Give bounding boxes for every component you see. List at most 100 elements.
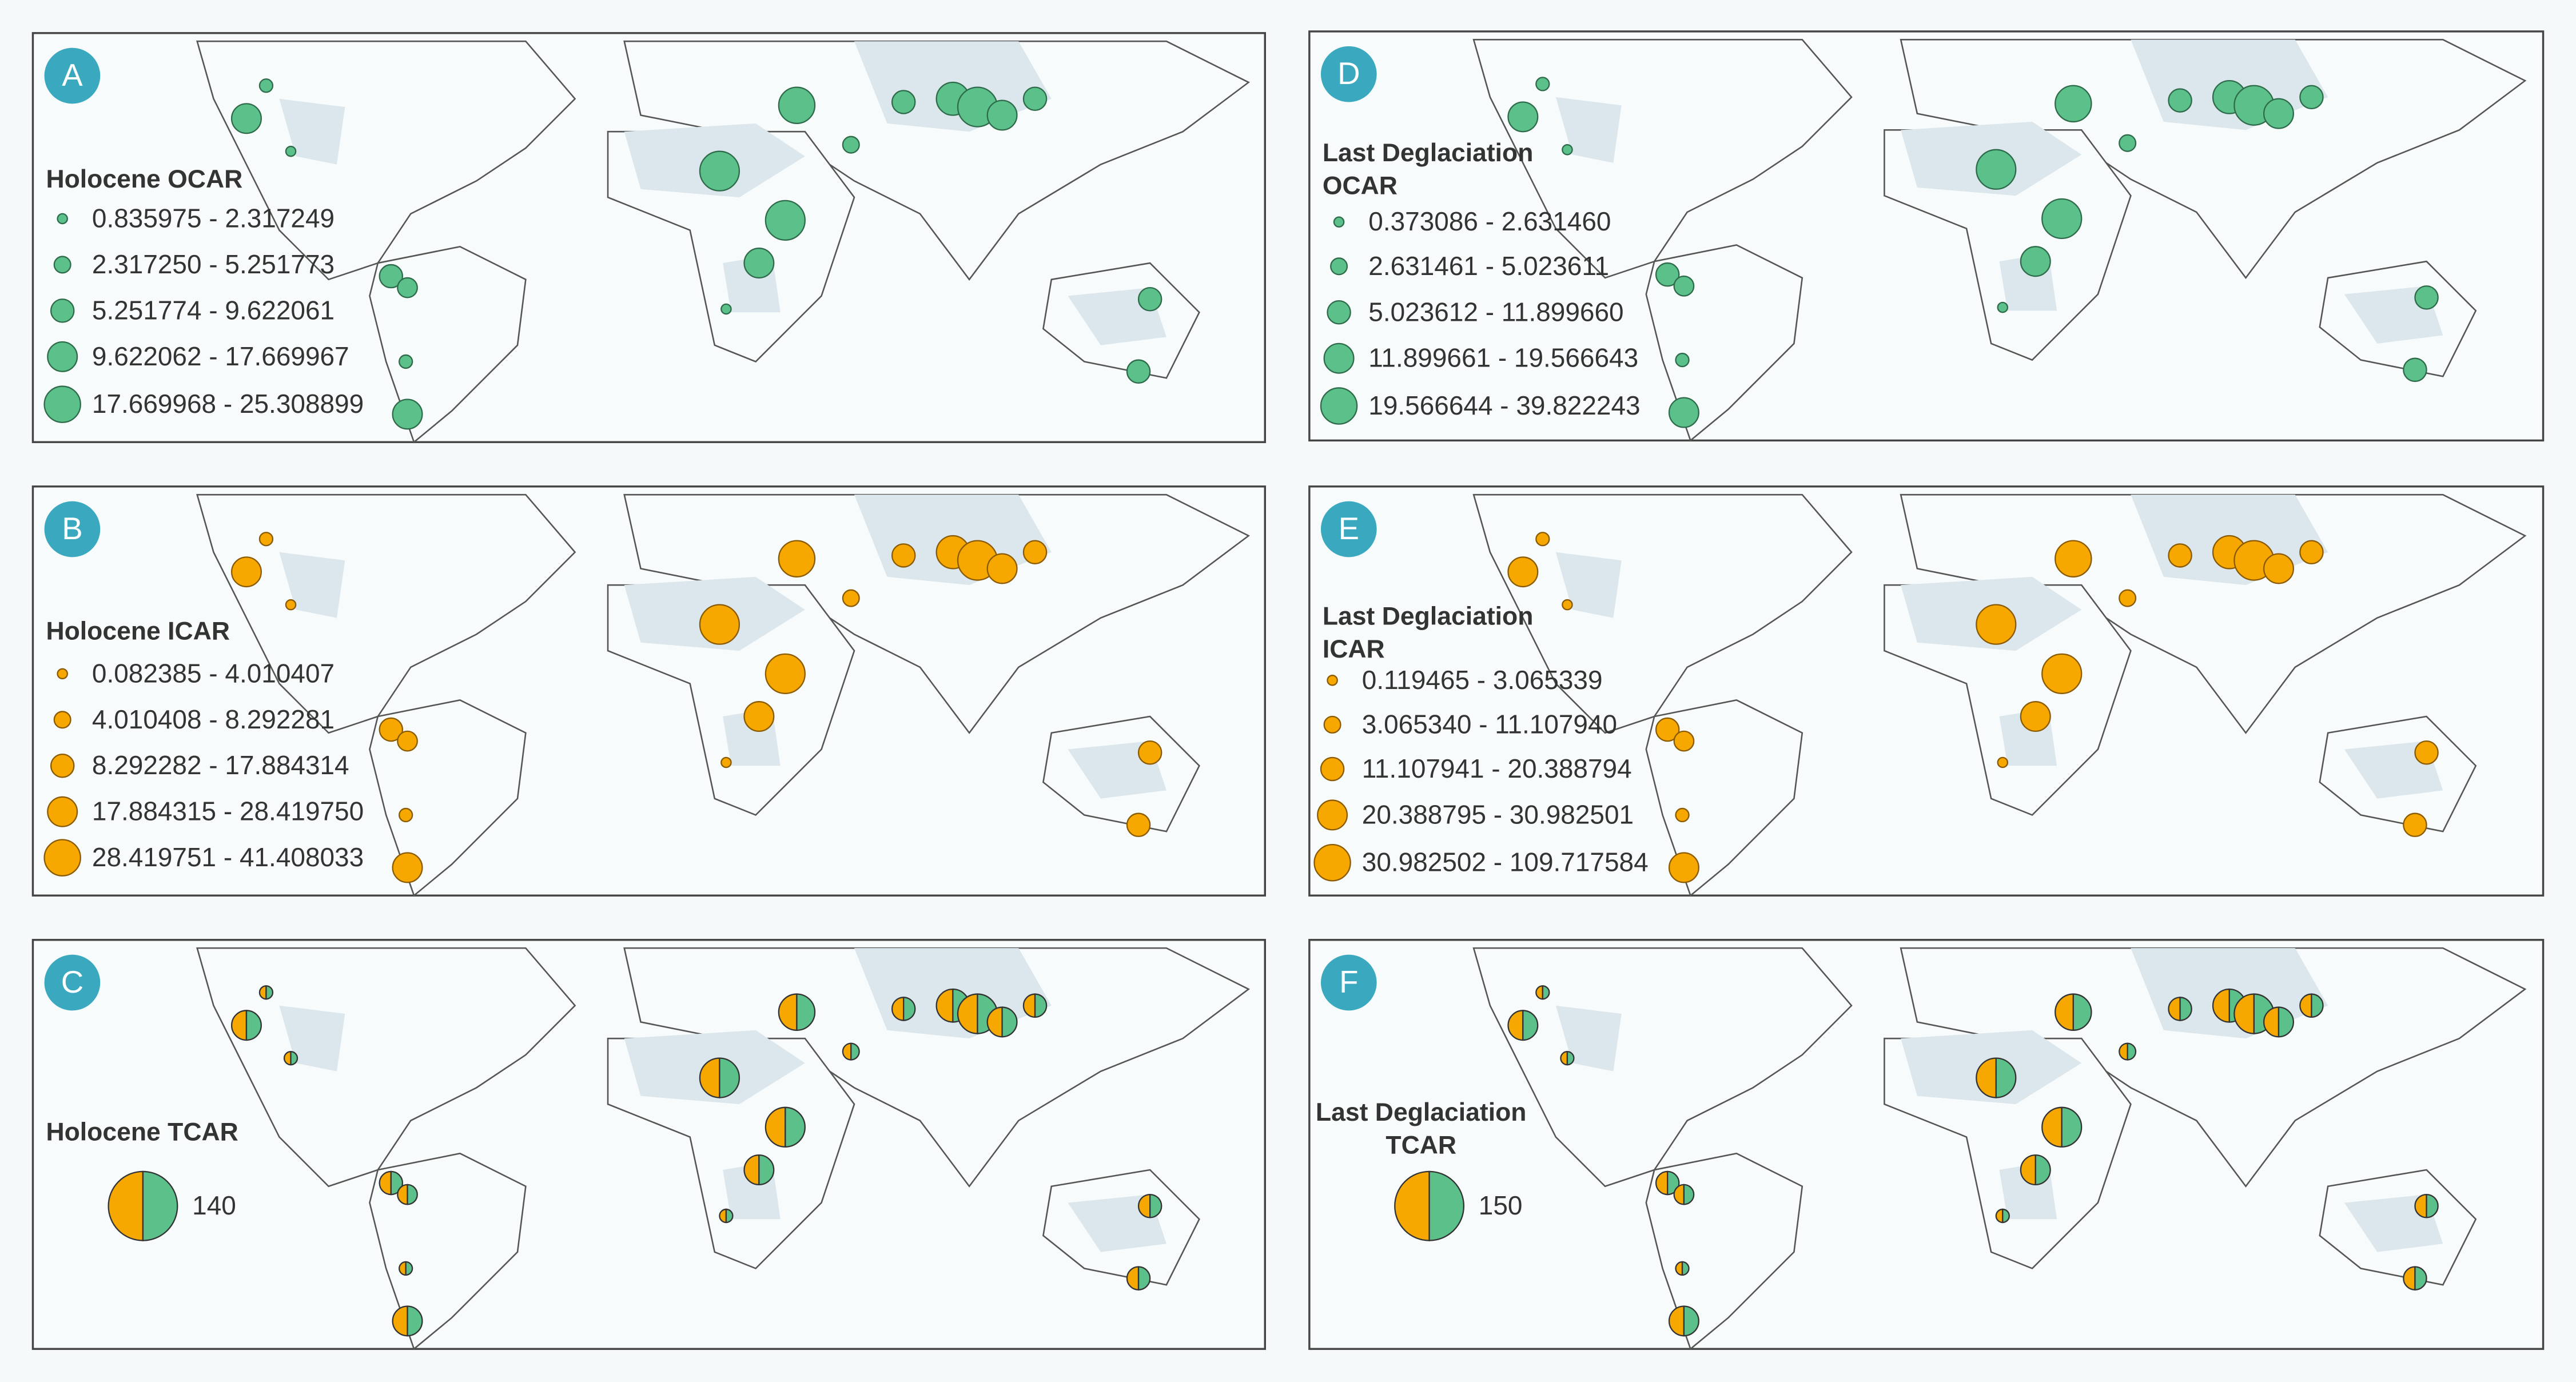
legend-label: 2.317250 - 5.251773 (92, 249, 335, 279)
legend-symbol (43, 385, 81, 423)
pie-half (1976, 1057, 1997, 1098)
pie-half (142, 1170, 178, 1241)
legend-symbol (47, 341, 78, 372)
site-marker (1997, 301, 2009, 313)
legend-title: TCAR (1385, 1132, 1456, 1160)
site-marker (765, 653, 806, 694)
legend-label: 5.023612 - 11.899660 (1368, 297, 1623, 326)
site-marker (379, 717, 404, 742)
pie-half (2426, 1193, 2439, 1218)
map-panel: F Last Deglaciation TCAR 150 (1308, 939, 2545, 1350)
pie-half (2055, 993, 2074, 1031)
site-marker (397, 730, 418, 752)
legend-label: 11.899661 - 19.566643 (1368, 343, 1638, 373)
pie-half (935, 988, 954, 1023)
pie-half (108, 1170, 144, 1241)
panel-label: D (1337, 56, 1360, 91)
panel-badge (44, 501, 101, 557)
site-marker (2263, 98, 2294, 129)
legend-symbol (1323, 715, 1341, 734)
pie-half (283, 1050, 292, 1066)
site-marker (891, 90, 916, 114)
pie-half (1034, 993, 1048, 1018)
site-marker (720, 756, 732, 768)
legend-symbol (50, 298, 75, 323)
pie-half (891, 997, 905, 1021)
site-marker (258, 532, 274, 547)
site-marker (1673, 275, 1695, 297)
legend-label: 3.065340 - 11.107940 (1362, 709, 1617, 739)
site-marker (1668, 852, 1699, 883)
site-marker (1126, 359, 1151, 384)
legend-title: OCAR (1323, 172, 1398, 200)
pie-half (699, 1057, 720, 1098)
pie-half (1137, 1266, 1151, 1291)
pie-half (778, 993, 798, 1031)
pie-half (2233, 993, 2255, 1034)
pie-half (1995, 1057, 2017, 1098)
pie-half (765, 1106, 786, 1148)
site-marker (842, 136, 860, 154)
site-marker (743, 248, 775, 279)
legend-symbol (1320, 756, 1345, 782)
site-marker (1507, 556, 1539, 588)
panel-badge (44, 954, 101, 1011)
panel-label: C (61, 965, 83, 999)
site-marker (285, 145, 297, 157)
panel-badge (1320, 46, 1377, 102)
site-marker (1022, 540, 1048, 564)
pie-half (743, 1154, 760, 1186)
legend-symbol (53, 711, 71, 729)
site-marker (258, 78, 274, 93)
legend-title: Last Deglaciation (1316, 1098, 1527, 1126)
pie-half (2311, 993, 2324, 1018)
pie-half (1683, 1184, 1695, 1205)
site-marker (392, 852, 423, 883)
site-marker (1535, 77, 1550, 91)
legend-title: Last Deglaciation (1323, 139, 1534, 167)
site-marker (1022, 86, 1048, 111)
panel-badge (1320, 501, 1377, 557)
legend-title: Holocene ICAR (46, 617, 230, 645)
site-marker (230, 556, 262, 588)
pie-half (2127, 1042, 2137, 1061)
pie-half (719, 1208, 727, 1224)
legend-label: 0.082385 - 4.010407 (92, 658, 335, 688)
site-marker (392, 399, 423, 430)
site-marker (2055, 540, 2092, 578)
site-marker (720, 303, 732, 315)
pie-half (2020, 1154, 2036, 1186)
legend-label: 20.388795 - 30.982501 (1362, 799, 1634, 829)
pie-half (1995, 1208, 2004, 1224)
pie-half (1566, 1050, 1575, 1066)
pie-half (379, 1170, 392, 1196)
site-marker (2041, 198, 2083, 240)
pie-half (957, 993, 978, 1034)
site-marker (2119, 589, 2137, 607)
site-marker (1673, 730, 1695, 752)
site-marker (743, 701, 775, 732)
pie-half (758, 1154, 775, 1186)
legend-symbol (43, 839, 81, 877)
pie-half (719, 1057, 740, 1098)
site-marker (2414, 285, 2439, 310)
pie-half (397, 1184, 408, 1205)
site-marker (1997, 756, 2009, 768)
legend-label: 30.982502 - 109.717584 (1362, 847, 1649, 877)
legend-symbol (1313, 843, 1351, 882)
pie-half (258, 985, 267, 1000)
legend-label: 0.835975 - 2.317249 (92, 204, 335, 233)
site-marker (2299, 540, 2324, 564)
pie-half (290, 1050, 298, 1066)
site-marker (285, 599, 297, 611)
site-marker (2414, 740, 2439, 765)
legend-title: Holocene OCAR (46, 165, 242, 193)
pie-half (2414, 1193, 2427, 1218)
panel-label: E (1339, 511, 1359, 546)
legend-symbol (1327, 300, 1351, 325)
panel-badge (1320, 954, 1377, 1011)
site-marker (986, 553, 1018, 584)
